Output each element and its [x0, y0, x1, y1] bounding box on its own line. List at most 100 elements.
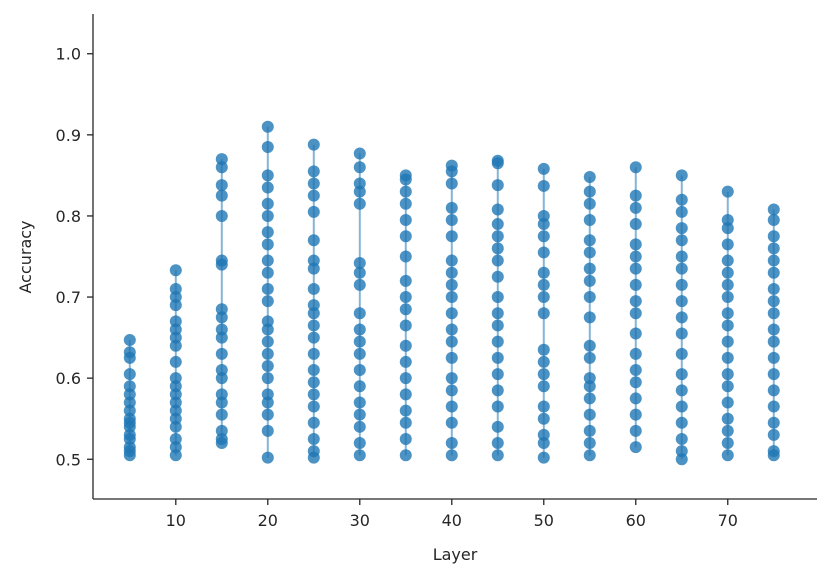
- point: [629, 347, 642, 360]
- point: [629, 250, 642, 263]
- point: [261, 282, 274, 295]
- point: [261, 254, 274, 267]
- point: [215, 209, 228, 222]
- point: [307, 282, 320, 295]
- point: [445, 165, 458, 178]
- point: [261, 295, 274, 308]
- point: [675, 295, 688, 308]
- point: [721, 266, 734, 279]
- point: [307, 364, 320, 377]
- point: [583, 185, 596, 198]
- point: [399, 319, 412, 332]
- point: [445, 214, 458, 227]
- point: [123, 334, 136, 347]
- x-tick-label: 60: [626, 511, 646, 530]
- point: [675, 347, 688, 360]
- point: [353, 396, 366, 409]
- point: [215, 311, 228, 324]
- point: [353, 323, 366, 336]
- point: [261, 226, 274, 239]
- point: [721, 351, 734, 364]
- point: [353, 266, 366, 279]
- point: [491, 307, 504, 320]
- point: [491, 179, 504, 192]
- point: [399, 372, 412, 385]
- point: [169, 449, 182, 462]
- point: [629, 278, 642, 291]
- point: [399, 388, 412, 401]
- point: [261, 323, 274, 336]
- point: [307, 189, 320, 202]
- point: [123, 449, 136, 462]
- point: [261, 335, 274, 348]
- point: [399, 355, 412, 368]
- y-tick-label: 0.6: [56, 369, 81, 388]
- plot-area: [123, 120, 780, 466]
- point: [399, 339, 412, 352]
- point: [629, 161, 642, 174]
- point: [767, 449, 780, 462]
- point: [307, 205, 320, 218]
- point: [537, 400, 550, 413]
- point: [491, 319, 504, 332]
- point: [537, 343, 550, 356]
- point: [629, 307, 642, 320]
- point: [583, 408, 596, 421]
- point: [261, 396, 274, 409]
- point: [261, 197, 274, 210]
- point: [537, 230, 550, 243]
- point: [675, 278, 688, 291]
- point: [353, 307, 366, 320]
- point: [399, 173, 412, 186]
- point: [721, 437, 734, 450]
- point: [307, 234, 320, 247]
- point: [491, 400, 504, 413]
- point: [721, 368, 734, 381]
- point: [261, 169, 274, 182]
- point: [399, 214, 412, 227]
- point: [675, 311, 688, 324]
- point: [767, 416, 780, 429]
- point: [445, 400, 458, 413]
- point: [583, 392, 596, 405]
- point: [169, 264, 182, 277]
- point: [215, 179, 228, 192]
- point: [399, 185, 412, 198]
- point: [629, 424, 642, 437]
- point: [445, 449, 458, 462]
- point: [675, 222, 688, 235]
- point: [583, 311, 596, 324]
- point: [537, 307, 550, 320]
- point: [537, 266, 550, 279]
- point: [353, 380, 366, 393]
- point: [307, 138, 320, 151]
- point: [445, 230, 458, 243]
- y-tick-label: 0.7: [56, 288, 81, 307]
- point: [491, 254, 504, 267]
- point: [399, 416, 412, 429]
- point: [537, 451, 550, 464]
- point: [399, 449, 412, 462]
- point: [629, 295, 642, 308]
- point: [767, 295, 780, 308]
- point: [583, 274, 596, 287]
- point: [307, 416, 320, 429]
- point: [767, 282, 780, 295]
- point: [491, 230, 504, 243]
- point: [721, 412, 734, 425]
- point: [583, 380, 596, 393]
- point: [583, 197, 596, 210]
- point: [307, 165, 320, 178]
- point: [261, 359, 274, 372]
- point: [353, 335, 366, 348]
- point: [583, 246, 596, 259]
- point: [353, 420, 366, 433]
- point: [721, 380, 734, 393]
- point: [445, 416, 458, 429]
- point: [537, 412, 550, 425]
- point: [675, 400, 688, 413]
- point: [169, 299, 182, 312]
- point: [353, 161, 366, 174]
- point: [445, 266, 458, 279]
